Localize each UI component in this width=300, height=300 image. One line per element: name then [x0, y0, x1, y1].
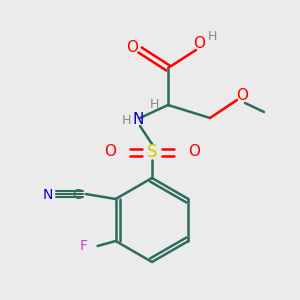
Text: O: O — [126, 40, 138, 56]
Text: N: N — [132, 112, 144, 128]
Text: O: O — [104, 145, 116, 160]
Text: N: N — [42, 188, 53, 202]
Text: C: C — [72, 188, 82, 202]
Text: S: S — [147, 143, 157, 161]
Text: O: O — [193, 37, 205, 52]
Text: H: H — [207, 31, 217, 44]
Text: O: O — [188, 145, 200, 160]
Text: F: F — [80, 239, 88, 253]
Text: O: O — [236, 88, 248, 104]
Text: H: H — [149, 98, 159, 112]
Text: H: H — [121, 113, 131, 127]
